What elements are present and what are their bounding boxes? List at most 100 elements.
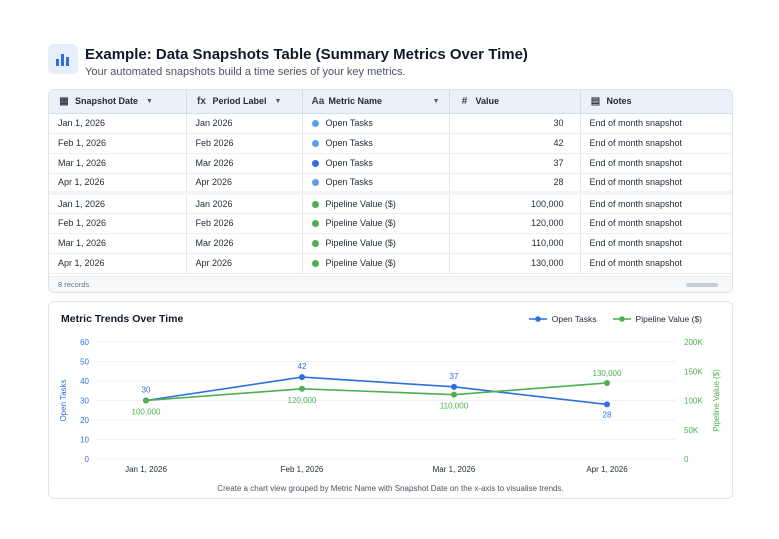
chevron-down-icon[interactable]: ▼: [274, 97, 282, 105]
table-row[interactable]: Mar 1, 2026 Mar 2026 Pipeline Value ($) 110…: [49, 233, 732, 254]
cell-snapshot-date[interactable]: Feb 1, 2026: [49, 213, 187, 234]
cell-notes-text: End of month snapshot: [589, 198, 683, 209]
table-row[interactable]: Feb 1, 2026 Feb 2026 Open Tasks 42 End of mo…: [49, 133, 732, 154]
x-tick-label: Jan 1, 2026: [125, 465, 167, 474]
cell-notes-text: End of month snapshot: [589, 158, 683, 168]
cell-value-text: 28: [553, 177, 564, 188]
cell-metric-name-text: Open Tasks: [325, 177, 373, 188]
cell-value-text: 37: [553, 158, 564, 168]
table-header-row: ▦ Snapshot Date ▼ fx Period Label ▼ Aa Metric N…: [49, 90, 732, 114]
x-tick-label: Mar 1, 2026: [433, 465, 476, 474]
y-left-tick-label: 0: [85, 455, 90, 464]
cell-metric-name[interactable]: Pipeline Value ($): [302, 191, 450, 214]
cell-value[interactable]: 30: [449, 113, 581, 134]
record-count: 8 records: [58, 280, 90, 289]
table-row[interactable]: Jan 1, 2026 Jan 2026 Pipeline Value ($) 100…: [49, 191, 732, 214]
chart-title: Metric Trends Over Time: [61, 313, 184, 325]
cell-period-label[interactable]: Apr 2026: [186, 173, 303, 194]
column-header-value[interactable]: # Value: [449, 90, 581, 114]
cell-metric-name-text: Open Tasks: [325, 118, 373, 128]
cell-snapshot-date[interactable]: Apr 1, 2026: [49, 253, 187, 274]
cell-notes[interactable]: End of month snapshot: [580, 233, 732, 254]
legend-item[interactable]: Open Tasks: [528, 314, 597, 324]
cell-notes[interactable]: End of month snapshot: [580, 153, 732, 174]
cell-notes[interactable]: End of month snapshot: [580, 191, 732, 214]
cell-snapshot-date-text: Apr 1, 2026: [58, 258, 105, 268]
cell-snapshot-date[interactable]: Apr 1, 2026: [49, 173, 187, 194]
snapshots-table: ▦ Snapshot Date ▼ fx Period Label ▼ Aa Metric N…: [48, 89, 733, 293]
cell-notes[interactable]: End of month snapshot: [580, 253, 732, 274]
cell-snapshot-date[interactable]: Jan 1, 2026: [49, 191, 187, 214]
cell-snapshot-date-text: Mar 1, 2026: [58, 238, 107, 248]
cell-period-label[interactable]: Apr 2026: [186, 253, 303, 274]
cell-period-label[interactable]: Jan 2026: [186, 113, 303, 134]
table-row[interactable]: Jan 1, 2026 Jan 2026 Open Tasks 30 End of mo…: [49, 113, 732, 134]
cell-period-label-text: Feb 2026: [195, 218, 234, 228]
cell-period-label-text: Apr 2026: [195, 177, 233, 188]
cell-metric-name[interactable]: Open Tasks: [302, 153, 450, 174]
cell-value-text: 130,000: [530, 258, 564, 268]
table-footer: 8 records: [49, 276, 732, 292]
chart-legend: Open Tasks Pipeline Value ($): [528, 314, 702, 324]
line-chart: 0 10 20 30 40 50 60 0 50K 100K 150K 200K Open Tasks P…: [59, 338, 721, 474]
cell-snapshot-date-text: Feb 1, 2026: [58, 218, 107, 228]
cell-notes-text: End of month snapshot: [589, 138, 683, 148]
cell-value[interactable]: 120,000: [449, 213, 581, 234]
y-right-tick-label: 200K: [684, 338, 703, 347]
cell-metric-name[interactable]: Pipeline Value ($): [302, 253, 450, 274]
column-header-period-label[interactable]: fx Period Label ▼: [186, 90, 303, 114]
data-point: [604, 401, 610, 408]
y-left-axis-title: Open Tasks: [59, 379, 68, 421]
metric-color-dot: [311, 220, 319, 227]
legend-item[interactable]: Pipeline Value ($): [612, 314, 702, 324]
cell-metric-name[interactable]: Pipeline Value ($): [302, 233, 450, 254]
cell-metric-name[interactable]: Open Tasks: [302, 113, 450, 134]
column-header-metric-name[interactable]: Aa Metric Name ▼: [302, 90, 450, 114]
cell-metric-name[interactable]: Pipeline Value ($): [302, 213, 450, 234]
cell-snapshot-date-text: Jan 1, 2026: [58, 118, 106, 128]
cell-notes[interactable]: End of month snapshot: [580, 173, 732, 194]
cell-snapshot-date[interactable]: Jan 1, 2026: [49, 113, 187, 134]
cell-metric-name-text: Pipeline Value ($): [325, 218, 396, 228]
cell-metric-name[interactable]: Open Tasks: [302, 173, 450, 194]
column-header-notes[interactable]: ▤ Notes: [580, 90, 732, 114]
cell-period-label[interactable]: Jan 2026: [186, 191, 303, 214]
cell-metric-name-text: Open Tasks: [325, 158, 373, 168]
cell-value[interactable]: 42: [449, 133, 581, 154]
chevron-down-icon[interactable]: ▼: [432, 97, 440, 105]
table-row[interactable]: Feb 1, 2026 Feb 2026 Pipeline Value ($) 120…: [49, 213, 732, 234]
cell-snapshot-date-text: Apr 1, 2026: [58, 177, 105, 188]
cell-notes[interactable]: End of month snapshot: [580, 113, 732, 134]
data-label: 110,000: [440, 402, 469, 411]
hash-icon: #: [461, 95, 468, 107]
cell-period-label[interactable]: Mar 2026: [186, 233, 303, 254]
cell-snapshot-date[interactable]: Mar 1, 2026: [49, 233, 187, 254]
cell-period-label[interactable]: Feb 2026: [186, 213, 303, 234]
table-row[interactable]: Apr 1, 2026 Apr 2026 Open Tasks 28 End of mo…: [49, 173, 732, 194]
cell-value[interactable]: 100,000: [449, 191, 581, 214]
cell-value[interactable]: 110,000: [449, 233, 581, 254]
cell-period-label[interactable]: Mar 2026: [186, 153, 303, 174]
metric-color-dot: [311, 179, 319, 187]
cell-notes[interactable]: End of month snapshot: [580, 213, 732, 234]
y-left-tick-label: 60: [80, 338, 89, 347]
cell-period-label[interactable]: Feb 2026: [186, 133, 303, 154]
data-label: 100,000: [132, 408, 161, 417]
horizontal-scrollbar[interactable]: [686, 283, 718, 287]
cell-snapshot-date[interactable]: Feb 1, 2026: [49, 133, 187, 154]
table-row[interactable]: Mar 1, 2026 Mar 2026 Open Tasks 37 End of mo…: [49, 153, 732, 174]
cell-snapshot-date[interactable]: Mar 1, 2026: [49, 153, 187, 174]
column-header-snapshot-date[interactable]: ▦ Snapshot Date ▼: [49, 90, 187, 114]
cell-notes[interactable]: End of month snapshot: [580, 133, 732, 154]
cell-value[interactable]: 37: [449, 153, 581, 174]
cell-notes-text: End of month snapshot: [589, 238, 683, 248]
chevron-down-icon[interactable]: ▼: [146, 97, 153, 105]
table-row[interactable]: Apr 1, 2026 Apr 2026 Pipeline Value ($) 130…: [49, 253, 732, 274]
cell-period-label-text: Jan 2026: [195, 118, 233, 128]
data-point: [143, 397, 149, 404]
cell-metric-name-text: Open Tasks: [325, 138, 373, 148]
cell-value[interactable]: 130,000: [449, 253, 581, 274]
cell-metric-name[interactable]: Open Tasks: [302, 133, 450, 154]
cell-metric-name-text: Pipeline Value ($): [325, 198, 396, 209]
cell-value[interactable]: 28: [449, 173, 581, 194]
